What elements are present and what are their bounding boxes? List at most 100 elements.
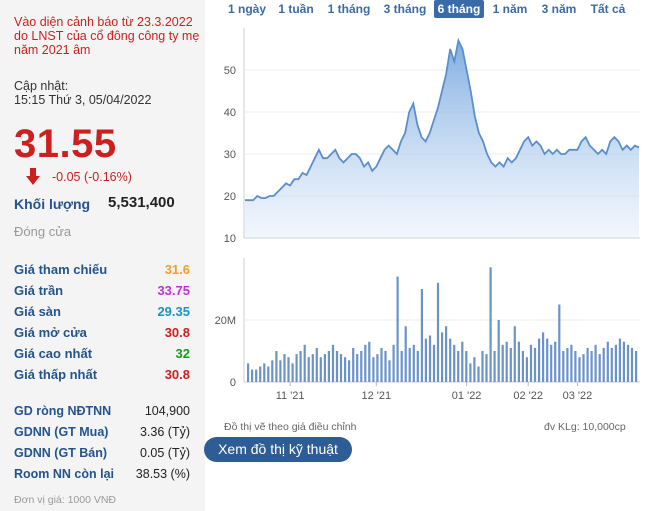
volume-bar: [570, 344, 573, 382]
volume-bar: [360, 351, 363, 382]
tab-all[interactable]: Tất cả: [590, 2, 626, 16]
volume-bar: [344, 357, 347, 382]
down-arrow-icon: [26, 168, 40, 185]
quote-panel: Vào diện cảnh báo từ 23.3.2022 do LNST c…: [0, 0, 205, 511]
volume-bar: [606, 341, 609, 382]
volume-bar: [412, 344, 415, 382]
updated-time: 15:15 Thứ 3, 05/04/2022: [14, 93, 152, 107]
volume-bar: [574, 351, 577, 382]
volume-bar: [319, 357, 322, 382]
volume-tick-label: 0: [230, 377, 236, 389]
current-price: 31.55: [14, 122, 117, 166]
volume-bar: [432, 344, 436, 382]
volume-bar: [635, 351, 638, 382]
volume-bar: [295, 354, 298, 382]
volume-bar: [529, 344, 533, 382]
volume-bar: [283, 354, 286, 382]
tab-1-year[interactable]: 1 năm: [492, 2, 528, 16]
volume-bar: [372, 357, 375, 382]
volume-bar: [477, 366, 480, 382]
price-tick-label: 20: [224, 191, 236, 203]
volume-bar: [558, 304, 561, 382]
volume-bar: [554, 341, 557, 382]
volume-bar: [618, 338, 621, 382]
volume-bar: [582, 354, 585, 382]
volume-bar: [586, 347, 589, 382]
volume-bar: [630, 347, 634, 382]
price-volume-chart: 10 20 30 40 50 0 20M 11 '21 12 '21 01 '22 02 '22…: [215, 28, 645, 402]
tab-1-week[interactable]: 1 tuần: [278, 2, 314, 16]
row-value: 0.05 (Tỷ): [139, 446, 190, 460]
volume-bar: [594, 344, 597, 382]
volume-bar: [352, 347, 355, 382]
volume-bar: [533, 347, 537, 382]
volume-unit-note: đv KLg: 10,000cp: [544, 421, 626, 433]
volume-bar: [436, 282, 440, 382]
x-tick-label: 11 '21: [276, 390, 305, 402]
row-foreign-room: Room NN còn lại 38.53 (%): [14, 467, 190, 483]
row-value: 33.75: [157, 283, 190, 298]
volume-bar: [376, 354, 379, 382]
row-value: 31.6: [164, 262, 190, 277]
technical-chart-button[interactable]: Xem đồ thị kỹ thuật: [204, 437, 352, 462]
volume-bar: [598, 354, 601, 382]
row-label: Room NN còn lại: [14, 467, 115, 481]
volume-bar: [509, 347, 512, 382]
tab-1-month[interactable]: 1 tháng: [327, 2, 371, 16]
volume-bar: [465, 351, 468, 382]
volume-bar: [384, 351, 387, 382]
volume-bar: [602, 347, 605, 382]
volume-bar: [550, 344, 553, 382]
tab-6-months[interactable]: 6 tháng: [434, 0, 484, 18]
volume-bar: [428, 335, 432, 382]
row-label: Giá thấp nhất: [14, 367, 98, 382]
session-status: Đóng cửa: [14, 224, 72, 239]
volume-bar: [247, 363, 250, 382]
volume-bar: [457, 351, 460, 382]
tab-3-years[interactable]: 3 năm: [541, 2, 577, 16]
price-unit-note: Đơn vị giá: 1000 VNĐ: [14, 494, 117, 506]
row-label: Giá mở cửa: [14, 325, 87, 340]
row-value: 30.8: [164, 367, 190, 382]
volume-bar: [420, 289, 423, 382]
row-value: 30.8: [164, 325, 190, 340]
price-tick-label: 40: [224, 107, 236, 119]
row-label: Giá cao nhất: [14, 346, 93, 361]
row-foreign-buy: GDNN (GT Mua) 3.36 (Tỷ): [14, 425, 190, 441]
volume-bar: [622, 341, 625, 382]
row-value: 29.35: [157, 304, 190, 319]
volume-bar: [473, 357, 476, 382]
volume-bar: [275, 351, 278, 382]
volume-bar: [348, 360, 351, 382]
volume-bar: [251, 369, 254, 382]
row-value: 38.53 (%): [135, 467, 190, 481]
volume-bar: [614, 344, 617, 382]
volume-bar: [303, 344, 306, 382]
row-foreign-sell: GDNN (GT Bán) 0.05 (Tỷ): [14, 446, 190, 462]
row-label: Giá tham chiếu: [14, 262, 108, 277]
volume-tick-label: 20M: [215, 315, 236, 327]
row-label: Giá trần: [14, 283, 64, 298]
volume-bar: [538, 338, 541, 382]
price-tick-label: 10: [224, 233, 236, 245]
volume-bar: [501, 344, 504, 382]
tab-1-day[interactable]: 1 ngày: [227, 2, 266, 16]
volume-bar: [404, 326, 407, 382]
volume-bar: [388, 360, 391, 382]
row-label: GD ròng NĐTNN: [14, 404, 112, 418]
volume-bar: [578, 357, 581, 382]
volume-value: 5,531,400: [108, 194, 175, 211]
volume-bar: [521, 351, 524, 382]
x-tick-label: 12 '21: [362, 390, 392, 402]
row-label: GDNN (GT Mua): [14, 425, 109, 439]
tab-3-months[interactable]: 3 tháng: [383, 2, 427, 16]
volume-bar: [445, 326, 448, 382]
volume-bar: [327, 351, 330, 382]
row-ceiling-price: Giá trần 33.75: [14, 283, 190, 299]
volume-bar: [287, 357, 290, 382]
volume-bar: [291, 363, 294, 382]
x-tick-label: 01 '22: [452, 390, 482, 402]
volume-bar: [566, 347, 569, 382]
volume-bar: [590, 351, 593, 382]
volume-bar: [441, 332, 444, 382]
